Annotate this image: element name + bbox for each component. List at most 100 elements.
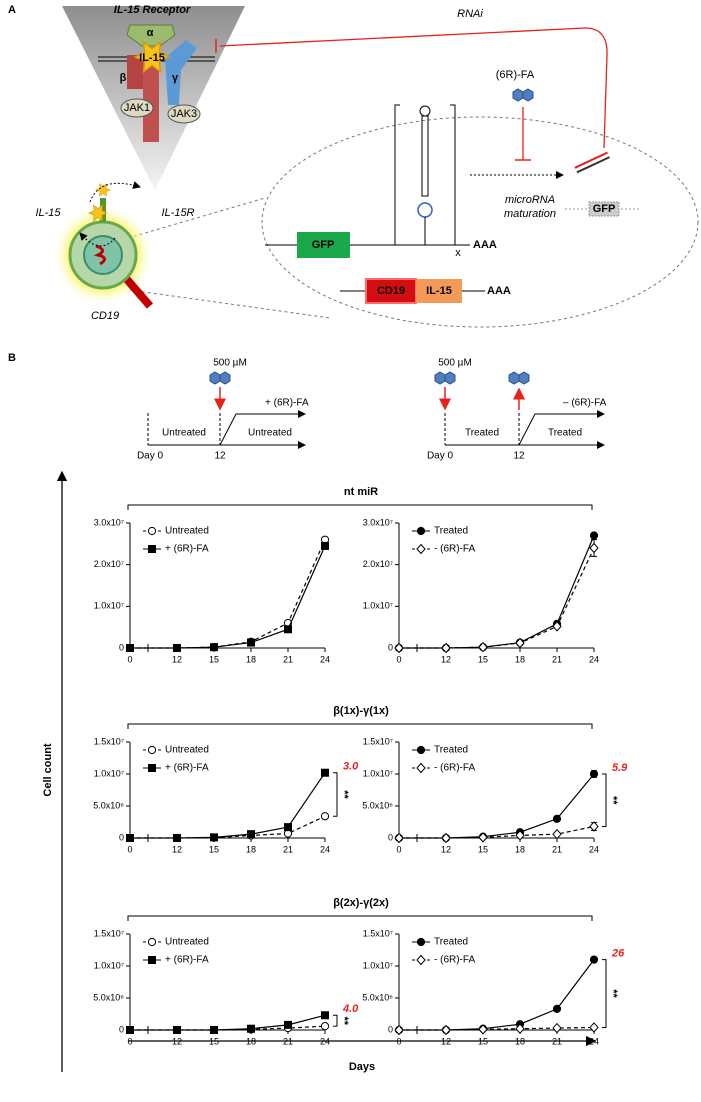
data-point — [589, 769, 599, 779]
x-tick-label: 18 — [515, 1036, 525, 1046]
x-tick-label: 21 — [552, 654, 562, 664]
data-point — [589, 531, 599, 540]
polya-label: AAA — [473, 239, 497, 251]
data-point — [247, 1024, 255, 1033]
x-tick-label: 12 — [172, 654, 182, 664]
y-tick-label: 1.0x10⁷ — [94, 601, 124, 611]
data-point — [284, 625, 292, 634]
x-tick-label: 24 — [589, 1036, 599, 1046]
legend-marker — [416, 762, 426, 774]
alpha-label: α — [147, 27, 154, 39]
legend-label: - (6R)-FA — [434, 544, 475, 555]
gfp-label: GFP — [312, 239, 335, 251]
sirna — [574, 151, 611, 174]
x-tick-label: 0 — [396, 1036, 401, 1046]
data-point — [210, 1026, 218, 1034]
significance-bracket — [602, 773, 607, 827]
data-point — [126, 1026, 134, 1034]
timeline-branch — [219, 410, 306, 446]
significance: ** — [338, 1016, 350, 1025]
phase-label: Untreated — [162, 428, 206, 439]
jak3-shape — [167, 104, 201, 124]
day-label: 12 — [214, 451, 226, 462]
phase-label: Treated — [548, 428, 582, 439]
y-tick-label: 0 — [388, 1024, 393, 1034]
dna — [93, 244, 106, 266]
significance: ** — [607, 796, 619, 805]
legend-label: Untreated — [165, 745, 209, 756]
x-tick-label: 15 — [209, 844, 219, 854]
il15-label: IL-15 — [426, 285, 452, 297]
x-tick-label: 18 — [515, 654, 525, 664]
y-tick-label: 3.0x10⁷ — [94, 517, 124, 527]
jak1-shape — [120, 98, 154, 118]
y-tick-label: 1.0x10⁷ — [363, 960, 393, 970]
x-tick-label: 24 — [589, 654, 599, 664]
y-tick-label: 2.0x10⁷ — [363, 559, 393, 569]
fold-change: 4.0 — [342, 1003, 359, 1015]
panel-label: A — [8, 4, 16, 16]
switch-label: – (6R)-FA — [563, 398, 607, 409]
fold-change: 3.0 — [343, 761, 359, 773]
fold-change: 5.9 — [612, 762, 628, 774]
group-bracket — [127, 915, 593, 921]
data-point — [394, 1024, 404, 1036]
x-tick-label: 24 — [320, 1036, 330, 1046]
series-line — [399, 547, 595, 649]
day-label: Day 0 — [427, 451, 454, 462]
x-tick-label: 21 — [552, 1036, 562, 1046]
x-tick-label: 15 — [478, 844, 488, 854]
drug-molecule — [512, 88, 534, 102]
cd19-cell-label: CD19 — [91, 310, 119, 322]
beta-label: β — [120, 72, 127, 84]
legend-label: Treated — [434, 745, 468, 756]
x-tick-label: 0 — [127, 844, 132, 854]
x-tick-label: 15 — [478, 1036, 488, 1046]
data-point — [515, 637, 525, 649]
legend-label: + (6R)-FA — [165, 544, 209, 555]
group-title: β(1x)-γ(1x) — [333, 705, 389, 717]
jak3-label: JAK3 — [171, 108, 197, 120]
x-tick-label: 21 — [283, 844, 293, 854]
gfp-box — [297, 232, 350, 258]
data-point — [589, 1022, 599, 1033]
legend-marker — [147, 526, 157, 536]
sirna-strand — [574, 151, 608, 169]
group-bracket — [127, 723, 593, 729]
drug-molecule — [434, 371, 456, 385]
zoom-ellipse — [261, 116, 699, 328]
legend-label: Treated — [434, 526, 468, 537]
y-tick-label: 1.0x10⁷ — [363, 768, 393, 778]
fold-change: 26 — [611, 948, 625, 960]
x-tick-label: 18 — [515, 844, 525, 854]
y-tick-label: 1.5x10⁷ — [94, 736, 124, 746]
legend-label: - (6R)-FA — [434, 763, 475, 774]
x-tick-label: 15 — [478, 654, 488, 664]
cd19-receptor — [120, 273, 154, 309]
x-tick-label: 18 — [246, 654, 256, 664]
x-tick-label: 15 — [209, 654, 219, 664]
legend-label: + (6R)-FA — [165, 955, 209, 966]
cd19-label: CD19 — [377, 285, 405, 297]
legend-marker — [148, 545, 156, 553]
legend-label: - (6R)-FA — [434, 955, 475, 966]
y-tick-label: 5.0x10⁶ — [362, 800, 393, 810]
significance: ** — [338, 790, 350, 799]
x-tick-label: 12 — [172, 844, 182, 854]
significance-bracket — [333, 1014, 338, 1027]
data-point — [441, 1024, 451, 1036]
beta-chain — [143, 62, 159, 142]
switch-label: + (6R)-FA — [265, 398, 309, 409]
il15-box — [416, 279, 462, 303]
data-point — [173, 834, 181, 842]
x-tick-label: 12 — [441, 1036, 451, 1046]
x-tick-label: 24 — [589, 844, 599, 854]
y-tick-label: 5.0x10⁶ — [362, 992, 393, 1002]
x-tick-label: 18 — [246, 844, 256, 854]
y-tick-label: 0 — [119, 1024, 124, 1034]
x-tick-label: 21 — [283, 654, 293, 664]
y-tick-label: 1.5x10⁷ — [94, 928, 124, 938]
cycle-arrow — [89, 181, 141, 203]
legend-marker — [416, 937, 426, 947]
